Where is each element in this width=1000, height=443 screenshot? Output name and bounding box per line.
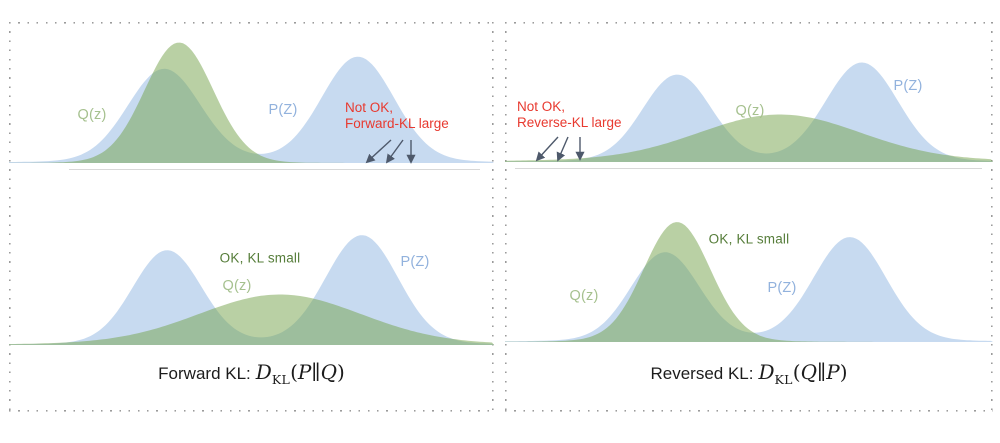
label-q-distribution-top: Q(z) [735,103,765,119]
forward-kl-density-plots [9,42,494,345]
warning-line-1: Not OK, [345,100,394,115]
forward-kl-panel: Q(z) P(Z) Not OK, Forward-KL large OK, K… [9,22,494,412]
reversed-kl-caption: Reversed KL: DKL(Q∥P) [505,360,993,387]
label-p-distribution-top: P(Z) [268,102,298,118]
caption-text: Forward KL: [158,364,251,383]
label-ok-kl-small: OK, KL small [708,231,790,247]
forward-kl-caption: Forward KL: DKL(P∥Q) [9,360,494,387]
label-ok-kl-small: OK, KL small [219,250,301,266]
reversed-kl-density-plots [505,62,993,342]
warning-line-2: Forward-KL large [345,115,449,131]
kl-formula: DKL(Q∥P) [758,360,848,387]
caption-text: Reversed KL: [650,364,754,383]
kl-formula: DKL(P∥Q) [255,360,345,387]
reversed-kl-panel: Not OK, Reverse-KL large Q(z) P(Z) OK, K… [505,22,993,412]
warning-line-2: Reverse-KL large [517,114,622,130]
forward-kl-warning-text: Not OK, Forward-KL large [345,100,449,131]
reverse-kl-warning-text: Not OK, Reverse-KL large [517,99,622,130]
label-q-distribution-bottom: Q(z) [569,288,599,304]
label-p-distribution-bottom: P(Z) [400,254,430,270]
label-q-distribution-bottom: Q(z) [222,278,252,294]
label-p-distribution-top: P(Z) [893,78,923,94]
label-q-distribution-top: Q(z) [77,107,107,123]
label-p-distribution-bottom: P(Z) [767,280,797,296]
warning-line-1: Not OK, [517,99,566,114]
